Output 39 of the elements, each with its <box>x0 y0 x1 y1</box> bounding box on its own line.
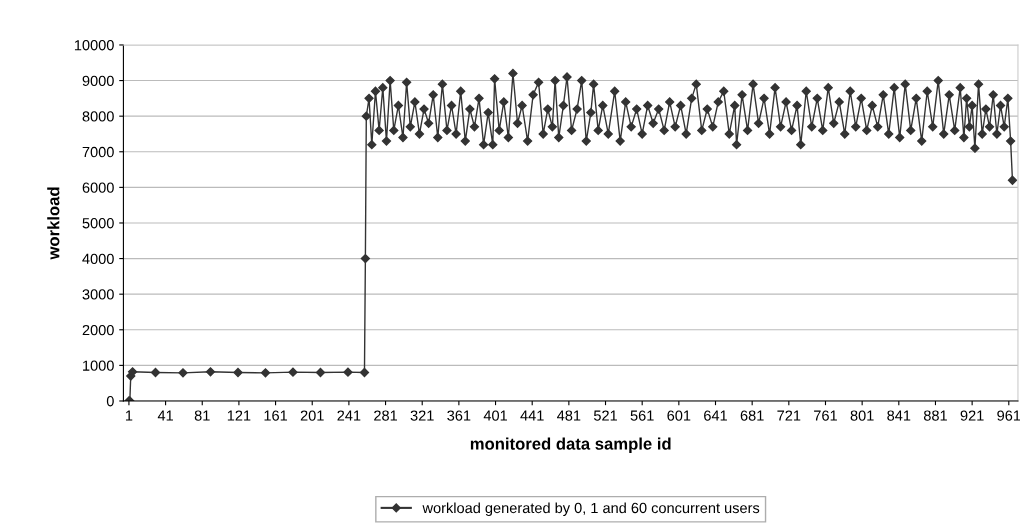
x-tick-label: 1 <box>125 410 133 421</box>
y-tick-label: 5000 <box>82 218 114 229</box>
legend-label: workload generated by 0, 1 and 60 concurrent users <box>422 502 760 517</box>
y-tick-label: 4000 <box>82 253 114 264</box>
x-tick-label: 601 <box>667 410 691 421</box>
y-tick-label: 8000 <box>82 111 114 122</box>
x-tick-label: 521 <box>593 410 617 421</box>
x-tick-label: 801 <box>850 410 874 421</box>
x-tick-label: 721 <box>777 410 801 421</box>
y-tick-label: 9000 <box>82 75 114 86</box>
y-tick-label: 0 <box>106 396 114 407</box>
x-tick-label: 441 <box>520 410 544 421</box>
x-tick-label: 201 <box>300 410 324 421</box>
y-tick-label: 10000 <box>74 40 114 51</box>
x-tick-label: 561 <box>630 410 654 421</box>
x-axis-title: monitored data sample id <box>470 437 671 454</box>
y-axis-title: workload <box>47 187 60 260</box>
x-tick-label: 281 <box>374 410 397 421</box>
x-tick-label: 121 <box>227 410 251 421</box>
x-tick-label: 881 <box>923 410 947 421</box>
x-tick-label: 161 <box>264 410 288 421</box>
x-tick-label: 921 <box>960 410 984 421</box>
x-tick-label: 401 <box>483 410 507 421</box>
y-tick-label: 6000 <box>82 182 114 193</box>
x-tick-label: 321 <box>410 410 434 421</box>
y-tick-label: 1000 <box>83 360 114 371</box>
y-tick-label: 7000 <box>82 146 114 158</box>
x-tick-label: 841 <box>887 410 911 421</box>
x-tick-label: 481 <box>557 410 581 421</box>
x-tick-label: 41 <box>157 410 173 421</box>
y-tick-label: 2000 <box>82 324 114 336</box>
x-tick-label: 81 <box>194 410 210 421</box>
x-tick-label: 361 <box>447 410 471 421</box>
x-tick-label: 961 <box>997 410 1020 421</box>
x-tick-label: 681 <box>740 410 764 421</box>
x-tick-label: 241 <box>337 410 361 421</box>
y-tick-label: 3000 <box>82 289 114 300</box>
x-tick-label: 761 <box>814 410 837 421</box>
x-tick-label: 641 <box>704 410 727 421</box>
